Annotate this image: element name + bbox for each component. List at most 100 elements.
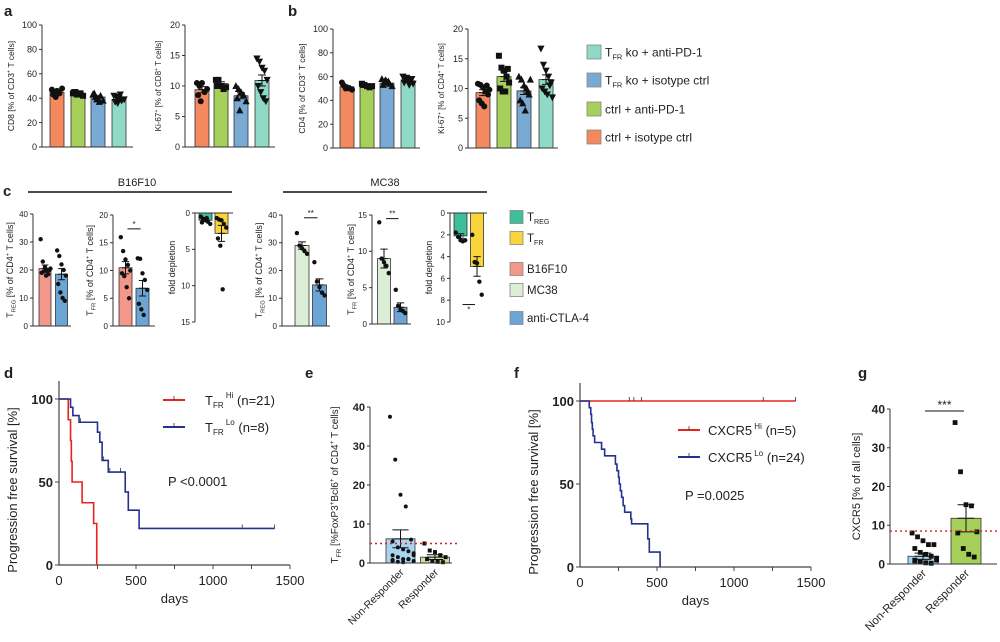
y-tick-label: 0: [104, 322, 109, 331]
x-category-label: Responder: [924, 568, 972, 616]
y-axis-label-sub: FR: [92, 303, 98, 311]
data-point: [294, 230, 300, 236]
y-axis-label: TFR [% of CD4+ T cells]: [85, 225, 98, 316]
y-tick-label: 80: [318, 48, 328, 58]
y-axis-label-main: T: [254, 312, 264, 318]
y-tick-label: 20: [99, 211, 108, 220]
y-tick-label: 15: [358, 211, 367, 220]
data-point: [920, 538, 926, 544]
legend-label-sub: FR: [213, 401, 224, 410]
y-tick-label: 10: [436, 318, 445, 327]
legend-label-sup: Hi: [752, 422, 762, 431]
y-tick-label: 10: [181, 282, 190, 291]
data-point: [495, 52, 502, 59]
y-axis-label-rest2: T cells]: [346, 224, 356, 255]
legend-label: TFR Hi (n=21): [205, 391, 275, 410]
y-axis-label: CD4 [% of CD3+ T cells]: [297, 43, 307, 133]
data-point: [542, 67, 550, 75]
error-bar: [380, 248, 388, 269]
y-axis-label-rest: T cells]: [6, 41, 16, 70]
survival-curve: [580, 400, 661, 567]
bar: [339, 86, 355, 149]
data-point: [62, 298, 67, 303]
p-value-label: P =0.0025: [685, 488, 744, 503]
y-axis-label-rest: T cells]: [297, 43, 307, 72]
legend-label-text: B16F10: [527, 264, 567, 276]
error-bar: [217, 224, 226, 242]
data-point: [960, 546, 966, 551]
c-header-b16f10: B16F10: [28, 177, 232, 193]
data-point: [90, 89, 98, 97]
legend-label-pre: T: [527, 212, 534, 224]
x-category-label: Non-Responder: [346, 566, 407, 627]
y-axis-label-sup2: +: [85, 255, 91, 259]
error-bar: [201, 218, 210, 222]
data-point: [470, 232, 475, 237]
data-point: [406, 557, 411, 562]
data-point: [59, 262, 64, 267]
y-axis-label-rest3: of CD4: [330, 444, 341, 478]
error-bar: [426, 554, 444, 560]
y-axis-label: TFR [% of CD4+ T cells]: [346, 224, 359, 315]
data-point: [544, 73, 553, 81]
y-tick-label: 20: [268, 266, 277, 275]
legend-label: CXCR5 Hi (n=5): [708, 422, 796, 438]
y-axis-label: TREG [% of CD4+ T cells]: [254, 223, 267, 319]
error-bar: [479, 89, 487, 97]
data-point: [486, 86, 493, 93]
data-point: [125, 262, 131, 268]
data-point: [430, 559, 435, 564]
y-axis-label-main: CD8 [% of CD3: [6, 73, 16, 131]
error-bar: [343, 85, 351, 89]
y-axis-label-sub: FR: [336, 548, 343, 557]
y-axis-label-main: Ki-67: [154, 112, 163, 131]
data-point: [443, 555, 448, 560]
error-bar: [520, 86, 528, 95]
data-point: [218, 243, 223, 248]
data-point: [218, 83, 224, 89]
data-point: [136, 301, 142, 306]
data-point: [52, 93, 59, 100]
p-value-label: P <0.0001: [168, 474, 227, 489]
data-point: [319, 290, 325, 295]
error-bar: [74, 92, 82, 96]
data-point: [405, 81, 413, 89]
legend-label-sub: REG: [534, 218, 550, 226]
legend-swatch: [586, 44, 602, 60]
y-axis-label-rest2: T cells]: [85, 225, 95, 256]
data-point: [56, 281, 61, 287]
data-point: [255, 58, 264, 66]
legend-label-rest: (n=8): [235, 420, 269, 435]
y-tick-label: 50: [39, 475, 53, 490]
data-point: [504, 65, 511, 72]
y-tick-label: 30: [353, 441, 365, 453]
survival-curve: [59, 398, 98, 565]
y-axis-label-main: fold depletion: [424, 241, 434, 295]
y-tick-label: 40: [19, 210, 28, 219]
legend-item-label: ctrl + isotype ctrl: [605, 130, 692, 144]
legend-swatch: [509, 231, 524, 245]
data-point: [126, 296, 132, 301]
legend-label-rest: (n=5): [762, 423, 796, 438]
y-tick-label: 100: [313, 24, 328, 34]
data-point: [912, 558, 918, 564]
y-tick-label: 10: [19, 294, 28, 303]
y-axis-label: CXCR5 [% of all cells]: [851, 433, 863, 541]
legend-label-sup: Hi: [224, 391, 234, 400]
y-tick-label: 0: [323, 143, 328, 153]
y-tick-label: 20: [170, 20, 180, 30]
legend-swatch: [509, 262, 524, 276]
significance-label: *: [132, 220, 135, 229]
y-tick-label: 40: [318, 96, 328, 106]
panel-letter-f: f: [514, 365, 520, 382]
error-bar: [198, 86, 206, 94]
x-tick-label: 0: [576, 575, 583, 590]
panel-letter-d: d: [4, 365, 13, 382]
error-bar: [456, 233, 465, 239]
legend-label-main: CXCR5: [708, 423, 752, 438]
y-axis-label-sup3: +: [329, 478, 336, 482]
c-header-mc38-label: MC38: [370, 177, 399, 189]
